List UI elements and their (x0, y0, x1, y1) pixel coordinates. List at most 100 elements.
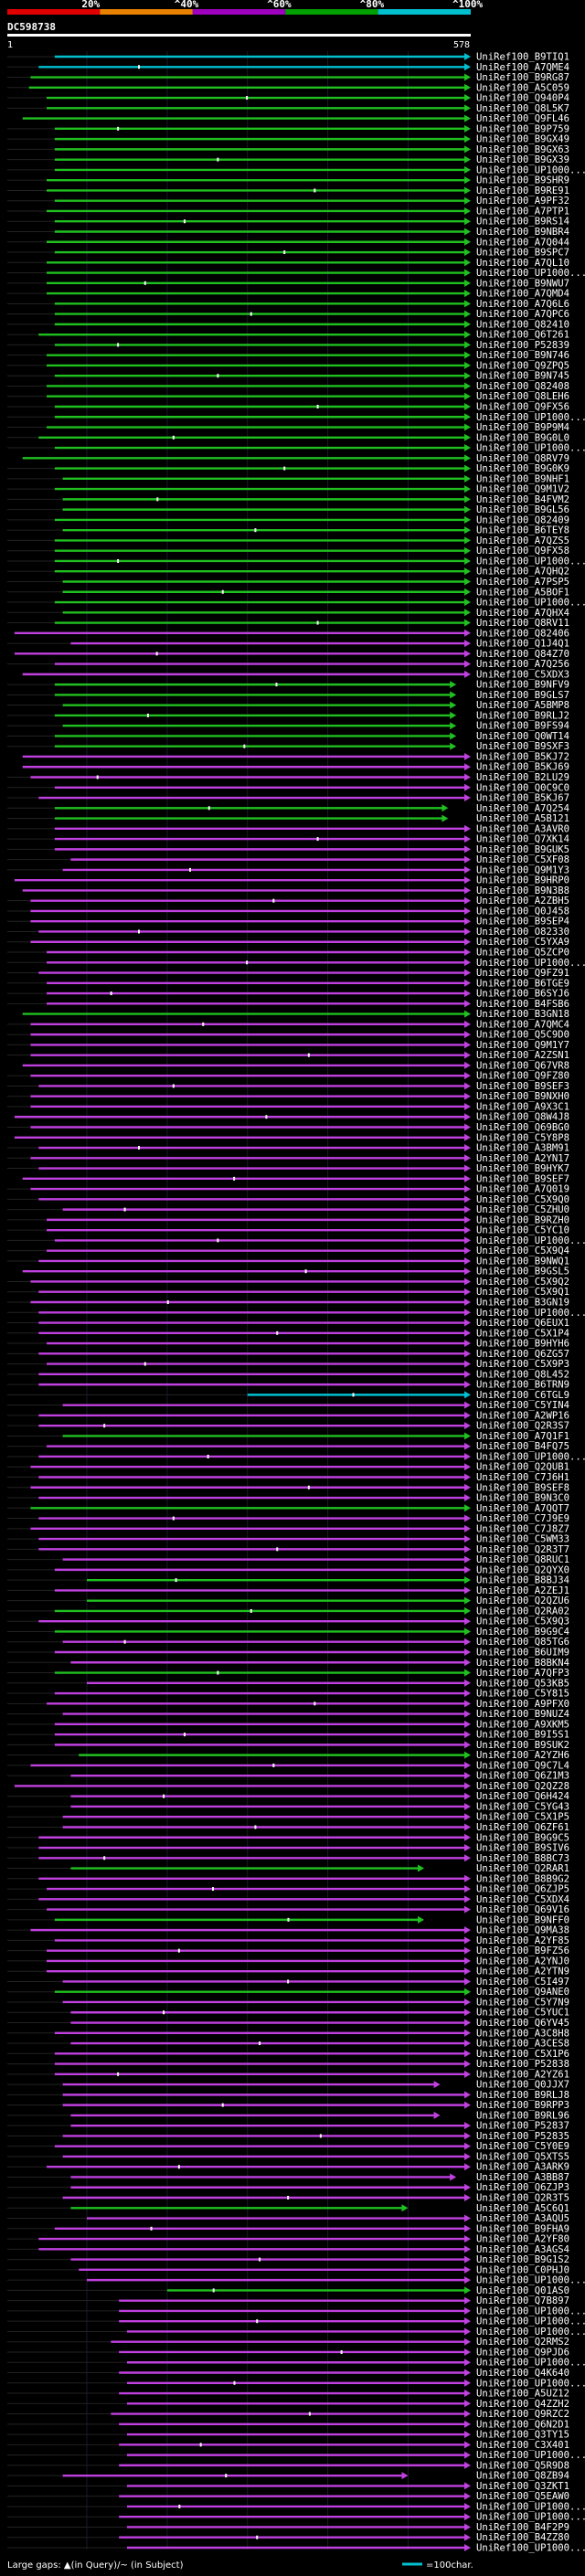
hit-label[interactable]: UniRef100_A2ZEJ1 (476, 1585, 569, 1596)
hit-row[interactable]: UniRef100_B9I5S1 (7, 1730, 569, 1741)
hit-row[interactable]: UniRef100_B9NHF1 (7, 473, 569, 484)
hit-row[interactable]: UniRef100_P52835 (7, 2131, 569, 2142)
hit-row[interactable]: UniRef100_A9PF32 (7, 196, 569, 207)
hit-row[interactable]: UniRef100_A7QQT7 (7, 1503, 569, 1514)
hit-label[interactable]: UniRef100_Q6ZJP5 (476, 1884, 569, 1895)
hit-row[interactable]: UniRef100_Q5R9D8 (7, 2460, 569, 2471)
hit-label[interactable]: UniRef100_A3AVR0 (476, 823, 569, 834)
hit-row[interactable]: UniRef100_B9NFV9 (7, 680, 569, 691)
hit-row[interactable]: UniRef100_C3X401 (7, 2440, 569, 2451)
hit-row[interactable]: UniRef100_Q6YV45 (7, 2018, 569, 2029)
hit-label[interactable]: UniRef100_B6TGE9 (476, 978, 569, 989)
hit-label[interactable]: UniRef100_A5C059 (476, 82, 569, 93)
hit-row[interactable]: UniRef100_A2WP16 (7, 1410, 569, 1421)
hit-row[interactable]: UniRef100_Q2R3T7 (7, 1544, 569, 1555)
hit-row[interactable]: UniRef100_B6UIM9 (7, 1647, 569, 1658)
hit-row[interactable]: UniRef100_UP1000... (7, 1308, 585, 1319)
hit-label[interactable]: UniRef100_Q2R3S7 (476, 1421, 569, 1432)
hit-row[interactable]: UniRef100_C5X1P5 (7, 1812, 569, 1823)
hit-label[interactable]: UniRef100_B9SEF7 (476, 1173, 569, 1184)
hit-label[interactable]: UniRef100_Q1J4Q1 (476, 639, 569, 650)
hit-label[interactable]: UniRef100_UP1000... (476, 2358, 585, 2369)
hit-label[interactable]: UniRef100_B9G9C4 (476, 1627, 569, 1638)
hit-label[interactable]: UniRef100_B2LU29 (476, 772, 569, 783)
hit-row[interactable]: UniRef100_B4FVM2 (7, 494, 569, 505)
hit-row[interactable]: UniRef100_C5X9Q2 (7, 1277, 569, 1288)
hit-row[interactable]: UniRef100_C5Y8P8 (14, 1132, 569, 1143)
hit-row[interactable]: UniRef100_Q0C9C0 (7, 782, 569, 793)
hit-row[interactable]: UniRef100_Q8LEH6 (7, 391, 569, 402)
hit-row[interactable]: UniRef100_Q2R3S7 (7, 1421, 569, 1432)
hit-label[interactable]: UniRef100_B9GX49 (476, 134, 569, 145)
hit-row[interactable]: UniRef100_Q0J458 (7, 906, 569, 917)
hit-label[interactable]: UniRef100_P52837 (476, 2121, 569, 2132)
hit-label[interactable]: UniRef100_B9RG87 (476, 72, 569, 83)
hit-row[interactable]: UniRef100_A3C8H8 (7, 2028, 569, 2039)
hit-row[interactable]: UniRef100_B9RE91 (7, 186, 569, 196)
hit-row[interactable]: UniRef100_B3GN19 (7, 1298, 569, 1309)
hit-label[interactable]: UniRef100_B9GSL5 (476, 1267, 569, 1277)
hit-label[interactable]: UniRef100_Q8ZB94 (476, 2471, 569, 2482)
hit-row[interactable]: UniRef100_A7Q254 (7, 803, 569, 814)
hit-row[interactable]: UniRef100_C5X1P4 (7, 1328, 569, 1339)
hit-row[interactable]: UniRef100_B9RLJ2 (7, 710, 569, 721)
hit-label[interactable]: UniRef100_Q9FX58 (476, 546, 569, 557)
hit-row[interactable]: UniRef100_B9NXH0 (7, 1091, 569, 1102)
hit-row[interactable]: UniRef100_Q9FZ80 (7, 1071, 569, 1082)
hit-row[interactable]: UniRef100_Q85TG6 (7, 1637, 569, 1648)
hit-row[interactable]: UniRef100_B9GX63 (7, 144, 569, 155)
hit-label[interactable]: UniRef100_B9NXH0 (476, 1091, 569, 1102)
hit-row[interactable]: UniRef100_A5UZ12 (7, 2389, 569, 2400)
hit-label[interactable]: UniRef100_B9G0K9 (476, 463, 569, 474)
hit-row[interactable]: UniRef100_C5X9P3 (7, 1359, 569, 1370)
hit-label[interactable]: UniRef100_B4FQ75 (476, 1441, 569, 1452)
hit-row[interactable]: UniRef100_A7QFP3 (7, 1668, 569, 1679)
hit-label[interactable]: UniRef100_A9X3C1 (476, 1101, 569, 1112)
hit-row[interactable]: UniRef100_A7Q044 (7, 237, 569, 248)
hit-label[interactable]: UniRef100_Q67VR8 (476, 1060, 569, 1071)
hit-row[interactable]: UniRef100_Q4ZZH2 (7, 2399, 569, 2410)
hit-row[interactable]: UniRef100_A7QHX4 (7, 608, 569, 619)
hit-row[interactable]: UniRef100_B6SYJ6 (7, 989, 569, 1000)
hit-label[interactable]: UniRef100_UP1000... (476, 598, 585, 609)
hit-row[interactable]: UniRef100_B9G9C4 (7, 1627, 569, 1638)
hit-row[interactable]: UniRef100_UP1000... (7, 2275, 585, 2286)
hit-label[interactable]: UniRef100_B9FS94 (476, 721, 569, 732)
hit-label[interactable]: UniRef100_C5XDX4 (476, 1894, 569, 1905)
hit-label[interactable]: UniRef100_B4FVM2 (476, 494, 569, 505)
hit-row[interactable]: UniRef100_A3AQU5 (7, 2213, 569, 2224)
hit-row[interactable]: UniRef100_B9GLS7 (7, 690, 569, 701)
hit-row[interactable]: UniRef100_B8BC73 (7, 1853, 569, 1864)
hit-row[interactable]: UniRef100_Q9FZ91 (7, 968, 569, 979)
hit-label[interactable]: UniRef100_Q0J458 (476, 906, 569, 917)
hit-label[interactable]: UniRef100_UP1000... (476, 2543, 585, 2554)
hit-row[interactable]: UniRef100_A2YTN9 (7, 1966, 569, 1977)
hit-row[interactable]: UniRef100_B9GUK5 (7, 844, 569, 855)
hit-row[interactable]: UniRef100_A5C059 (7, 82, 569, 93)
hit-row[interactable]: UniRef100_A7Q6L6 (7, 299, 569, 310)
hit-row[interactable]: UniRef100_A7Q019 (7, 1184, 569, 1195)
hit-row[interactable]: UniRef100_Q2QZU6 (7, 1595, 569, 1606)
hit-row[interactable]: UniRef100_UP1000... (7, 958, 585, 969)
hit-row[interactable]: UniRef100_B9G9C5 (7, 1832, 569, 1843)
hit-label[interactable]: UniRef100_B9I5S1 (476, 1730, 569, 1741)
hit-label[interactable]: UniRef100_B9SEF8 (476, 1482, 569, 1493)
hit-label[interactable]: UniRef100_C5Y8P8 (476, 1132, 569, 1143)
hit-label[interactable]: UniRef100_Q5ZCP0 (476, 948, 569, 959)
hit-row[interactable]: UniRef100_A7QHQ2 (7, 567, 569, 578)
hit-row[interactable]: UniRef100_Q82406 (14, 628, 569, 639)
hit-label[interactable]: UniRef100_A7QQT7 (476, 1503, 569, 1514)
hit-label[interactable]: UniRef100_C5X9Q0 (476, 1194, 569, 1205)
hit-row[interactable]: UniRef100_B6TEY8 (7, 525, 569, 536)
hit-row[interactable]: UniRef100_B9NBR4 (7, 227, 569, 238)
hit-row[interactable]: UniRef100_A9X3C1 (7, 1101, 569, 1112)
hit-row[interactable]: UniRef100_B9GSL5 (22, 1267, 569, 1277)
hit-row[interactable]: UniRef100_B5KJ72 (22, 751, 569, 762)
hit-label[interactable]: UniRef100_A7QHX4 (476, 608, 569, 619)
hit-label[interactable]: UniRef100_A7QMD4 (476, 289, 569, 300)
hit-label[interactable]: UniRef100_C5X1P4 (476, 1328, 569, 1339)
hit-row[interactable]: UniRef100_C5XF08 (7, 854, 569, 865)
hit-label[interactable]: UniRef100_Q8W4J8 (476, 1112, 569, 1123)
hit-label[interactable]: UniRef100_C5XF08 (476, 854, 569, 865)
hit-label[interactable]: UniRef100_Q6Z1M3 (476, 1771, 569, 1782)
